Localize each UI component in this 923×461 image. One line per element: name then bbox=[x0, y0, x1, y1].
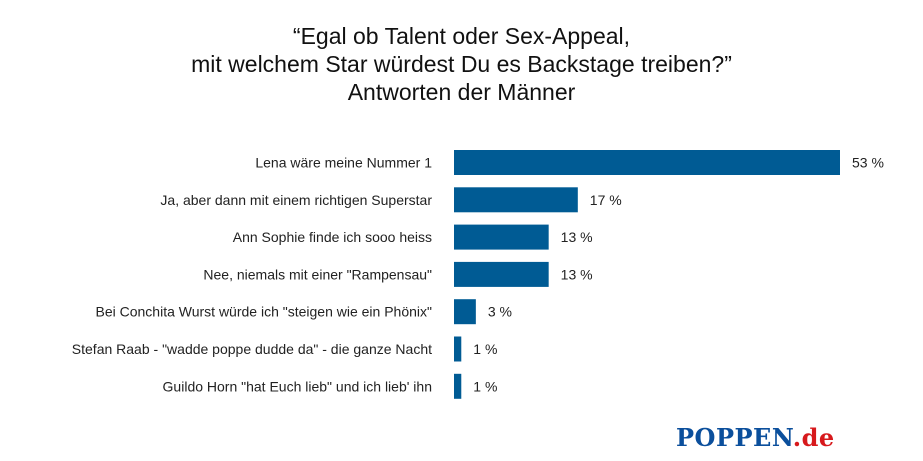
bar-5 bbox=[454, 299, 476, 325]
title-line-1: “Egal ob Talent oder Sex-Appeal, bbox=[292, 23, 631, 49]
category-label-7: Guildo Horn "hat Euch lieb" und ich lieb… bbox=[163, 378, 432, 394]
value-label-2: 17 % bbox=[590, 192, 622, 208]
logo-main-text: POPPEN bbox=[676, 423, 793, 452]
value-label-3: 13 % bbox=[561, 229, 593, 245]
bar-6 bbox=[454, 336, 462, 362]
bar-1 bbox=[454, 150, 840, 175]
category-label-3: Ann Sophie finde ich sooo heiss bbox=[233, 229, 432, 245]
value-label-4: 13 % bbox=[561, 266, 593, 282]
category-label-4: Nee, niemals mit einer "Rampensau" bbox=[203, 266, 432, 282]
bar-7 bbox=[454, 373, 462, 399]
value-label-6: 1 % bbox=[473, 341, 497, 357]
bar-4 bbox=[454, 261, 549, 287]
bar-3 bbox=[454, 224, 549, 250]
value-label-7: 1 % bbox=[473, 378, 497, 394]
title-line-3: Antworten der Männer bbox=[347, 79, 576, 105]
logo-tld-text: .de bbox=[792, 423, 835, 452]
category-label-1: Lena wäre meine Nummer 1 bbox=[255, 155, 432, 171]
category-label-5: Bei Conchita Wurst würde ich "steigen wi… bbox=[95, 304, 432, 320]
poppen-logo: POPPEN.de bbox=[676, 423, 835, 452]
bar-2 bbox=[454, 187, 578, 213]
value-label-1: 53 % bbox=[852, 155, 884, 171]
value-label-5: 3 % bbox=[488, 304, 512, 320]
category-label-6: Stefan Raab - "wadde poppe dudde da" - d… bbox=[72, 341, 432, 357]
title-line-2: mit welchem Star würdest Du es Backstage… bbox=[191, 51, 732, 77]
category-label-2: Ja, aber dann mit einem richtigen Supers… bbox=[160, 192, 432, 208]
chart-title: “Egal ob Talent oder Sex-Appeal, mit wel… bbox=[0, 22, 923, 106]
